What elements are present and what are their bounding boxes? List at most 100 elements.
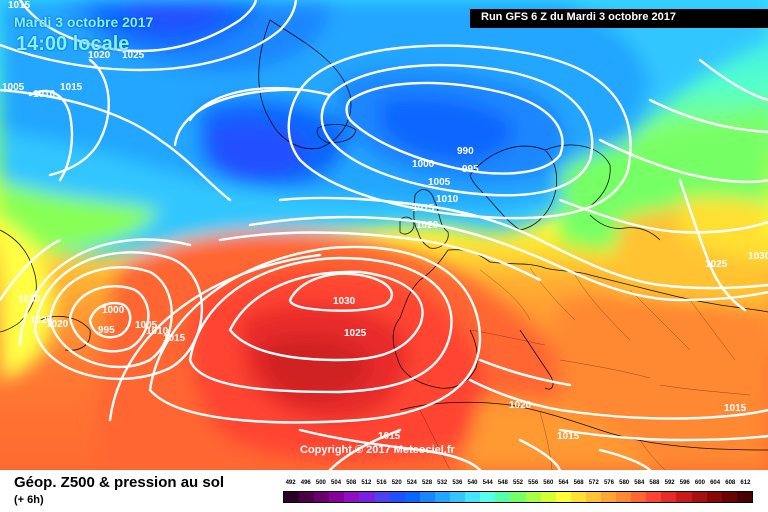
color-scale-label: 588: [649, 480, 660, 486]
geopotential-fill: [0, 0, 768, 470]
color-scale-label: 512: [361, 480, 372, 486]
isobar-label: 1000: [102, 305, 125, 316]
color-scale-label: 552: [512, 480, 524, 486]
color-scale-swatch: [404, 492, 420, 502]
color-scale-label: 544: [482, 480, 493, 486]
color-scale-label: 528: [422, 480, 433, 486]
color-scale-swatch: [691, 492, 707, 502]
isobar-label: 1010: [146, 326, 169, 337]
color-scale-swatch: [344, 492, 360, 502]
color-scale-label: 492: [285, 480, 296, 486]
isobar-label: 1020: [509, 400, 532, 411]
color-scale-swatch: [706, 492, 722, 502]
isobar-label: 1030: [333, 296, 356, 307]
isobar-label: 995: [462, 164, 479, 175]
color-scale-swatch: [434, 492, 451, 502]
color-scale-swatch: [736, 492, 752, 502]
isobar-label: 1030: [748, 251, 768, 262]
color-scale-label: 576: [603, 480, 614, 486]
color-scale-swatch: [676, 492, 692, 502]
color-scale-label: 572: [588, 480, 599, 486]
color-scale-swatch: [631, 492, 647, 502]
isobar-label: 1025: [122, 50, 145, 61]
color-scale-swatch: [555, 492, 571, 502]
color-scale-labels: 492 496 500 504 508 512 516 520 524 528 532 536 540 5…: [283, 480, 753, 490]
color-scale-swatch: [540, 492, 556, 502]
color-scale-swatch: [480, 492, 496, 502]
isobar-label: 995: [98, 325, 115, 336]
color-scale-swatch: [646, 492, 662, 502]
color-scale-swatch: [374, 492, 390, 502]
geopotential-map: 1015 1020 1025 1005 1010 1015 990 995 10…: [0, 0, 768, 470]
color-scale-swatch: [359, 492, 375, 502]
color-scale-swatch: [525, 492, 541, 502]
color-scale-label: 500: [315, 480, 326, 486]
isobar-label: 1025: [30, 315, 53, 326]
run-info-label: Run GFS 6 Z du Mardi 3 octobre 2017: [481, 11, 676, 23]
color-scale-swatch: [450, 492, 466, 502]
color-scale-label: 564: [558, 480, 569, 486]
color-scale-swatch: [329, 492, 345, 502]
isobar-label: 1025: [344, 328, 367, 339]
color-scale-swatch: [585, 492, 601, 502]
isobar-label: 1030: [18, 294, 41, 305]
color-scale-label: 560: [543, 480, 554, 486]
color-scale-swatch: [510, 492, 526, 502]
isobar-label: 1015: [8, 0, 31, 11]
color-scale-label: 612: [740, 480, 751, 486]
coastlines: [0, 19, 768, 451]
isobar-label: 1020: [416, 220, 439, 231]
forecast-step: (+ 6h): [14, 494, 44, 506]
isobar-label: 1005: [2, 82, 25, 93]
isobar-label: 1015: [60, 82, 83, 93]
isobar-label: 1020: [88, 50, 111, 61]
isobar-labels: 1015 1020 1025 1005 1010 1015 990 995 10…: [2, 0, 768, 442]
color-scale-label: 580: [619, 480, 630, 486]
color-scale-label: 524: [406, 480, 417, 486]
isobar-label: 1015: [557, 431, 580, 442]
color-scale-swatch: [299, 492, 315, 502]
map-local-time: 14:00 locale: [16, 33, 130, 55]
color-scale-label: 520: [391, 480, 402, 486]
color-scale-swatch: [389, 492, 405, 502]
color-scale-swatch: [570, 492, 586, 502]
map-description: Géop. Z500 & pression au sol: [14, 474, 225, 491]
color-scale-swatch: [661, 492, 677, 502]
color-scale-label: 568: [573, 480, 584, 486]
color-scale-label: 496: [300, 480, 311, 486]
color-scale-swatch: [495, 492, 511, 502]
isobar-label: 990: [457, 146, 474, 157]
copyright-notice: Copyright © 2017 Meteociel.fr: [300, 444, 455, 456]
color-scale-swatch: [465, 492, 481, 502]
country-borders: [419, 267, 751, 470]
color-scale-swatch: [600, 492, 617, 502]
color-scale-swatch: [419, 492, 435, 502]
color-scale-label: 516: [376, 480, 387, 486]
color-scale-label: 596: [679, 480, 690, 486]
isobar-label: 1005: [135, 320, 158, 331]
color-scale-label: 504: [331, 480, 342, 486]
color-scale-label: 600: [694, 480, 705, 486]
isobar-label: 1010: [436, 194, 459, 205]
isobar-label: 1025: [705, 259, 728, 270]
color-scale-swatch: [616, 492, 632, 502]
isobar-label: 1015: [412, 203, 435, 214]
isobar-label: 1020: [46, 319, 69, 330]
color-scale-label: 584: [634, 480, 645, 486]
isobar-label: 1015: [724, 403, 747, 414]
map-date-title: Mardi 3 octobre 2017: [14, 14, 154, 30]
color-scale-label: 532: [437, 480, 448, 486]
isobars: [0, 0, 768, 470]
color-scale-bar: [283, 491, 753, 503]
isobar-label: 1015: [163, 333, 186, 344]
color-scale-label: 508: [346, 480, 357, 486]
run-info-box: [470, 9, 768, 28]
color-scale-label: 536: [452, 480, 463, 486]
isobar-label: 1015: [378, 431, 401, 442]
color-scale-label: 556: [528, 480, 539, 486]
color-scale-label: 540: [467, 480, 478, 486]
color-scale-swatch: [721, 492, 737, 502]
color-scale-label: 608: [725, 480, 736, 486]
isobar-label: 1010: [33, 89, 56, 100]
